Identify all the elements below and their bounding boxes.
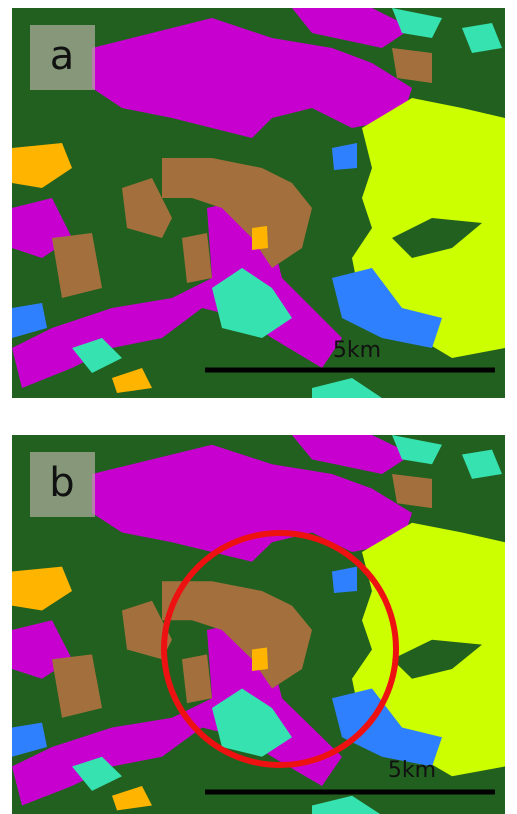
- figure: a 5km b 5km: [0, 0, 517, 814]
- scale-label: 5km: [333, 338, 381, 363]
- panel-b: b 5km: [12, 435, 505, 814]
- panel-label: b: [49, 460, 74, 506]
- scale-label: 5km: [388, 758, 436, 783]
- panel-label: a: [50, 33, 75, 79]
- panel-a: a 5km: [12, 8, 505, 398]
